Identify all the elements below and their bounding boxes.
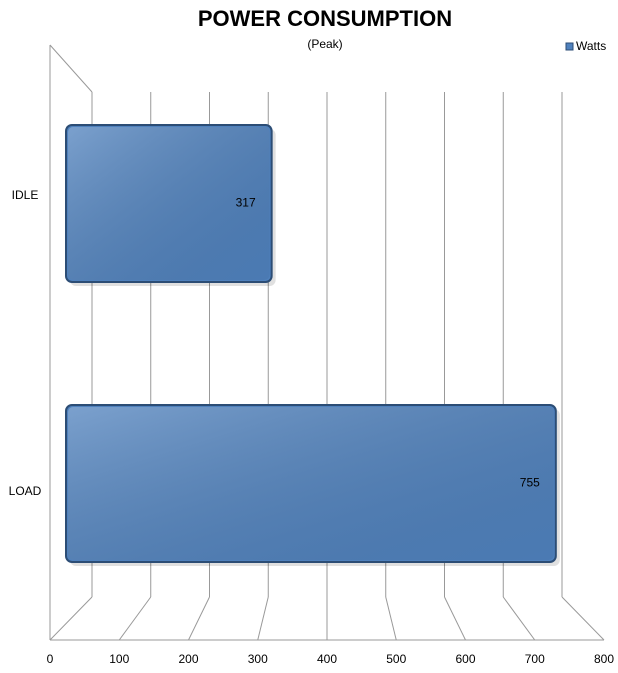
y-tick-label: IDLE bbox=[12, 188, 39, 202]
x-tick-label: 600 bbox=[455, 652, 475, 666]
data-label: 755 bbox=[520, 476, 540, 490]
x-tick-label: 200 bbox=[178, 652, 198, 666]
data-label: 317 bbox=[236, 196, 256, 210]
x-tick-label: 400 bbox=[317, 652, 337, 666]
x-tick-label: 500 bbox=[386, 652, 406, 666]
x-tick-label: 0 bbox=[47, 652, 54, 666]
bar-shine bbox=[68, 127, 270, 280]
floor-line bbox=[385, 596, 397, 641]
floor-line bbox=[257, 596, 269, 641]
chart-subtitle: (Peak) bbox=[307, 37, 342, 51]
bar-shine bbox=[68, 407, 554, 560]
x-tick-label: 300 bbox=[248, 652, 268, 666]
floor-line bbox=[118, 596, 152, 641]
x-tick-label: 800 bbox=[594, 652, 614, 666]
legend-swatch bbox=[565, 42, 574, 51]
floor-line bbox=[561, 596, 605, 641]
floor-line bbox=[502, 596, 536, 641]
legend-label: Watts bbox=[576, 39, 606, 53]
y-tick-label: LOAD bbox=[9, 484, 42, 498]
x-tick-label: 700 bbox=[525, 652, 545, 666]
x-tick-label: 100 bbox=[109, 652, 129, 666]
floor-line bbox=[444, 596, 466, 641]
floor-line bbox=[49, 596, 93, 641]
floor-line bbox=[188, 596, 210, 641]
chart-title: POWER CONSUMPTION bbox=[198, 6, 452, 31]
left-wall-edge bbox=[49, 44, 93, 93]
